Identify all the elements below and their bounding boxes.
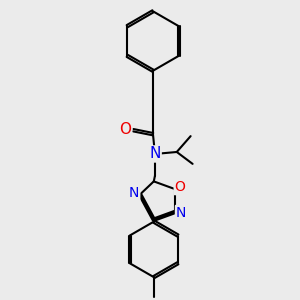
Text: N: N xyxy=(176,206,186,220)
Text: N: N xyxy=(149,146,161,161)
Text: O: O xyxy=(175,180,185,194)
Text: O: O xyxy=(119,122,131,137)
Text: N: N xyxy=(129,186,139,200)
